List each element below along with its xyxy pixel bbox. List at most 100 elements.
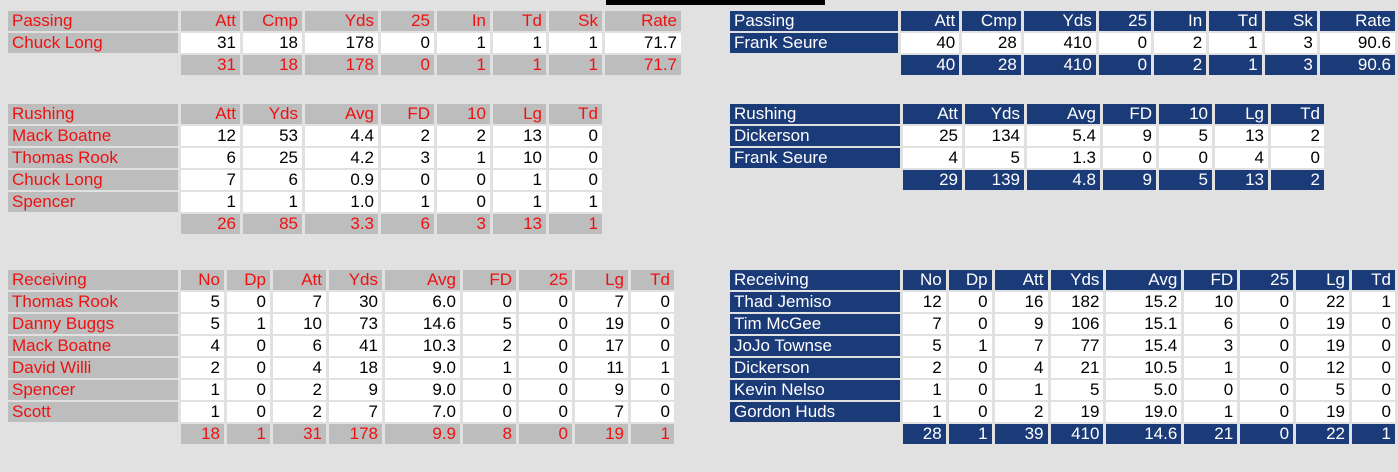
column-header: Sk xyxy=(549,11,602,31)
totals-spacer xyxy=(730,55,898,75)
player-name: Spencer xyxy=(8,192,178,212)
total-value: 410 xyxy=(1023,55,1096,75)
away-rushing-header-row: Rushing Att Yds Avg FD 10 Lg Td xyxy=(730,104,1324,124)
stat-value: 1 xyxy=(463,358,516,378)
stat-value: 7.0 xyxy=(385,402,460,422)
stat-value: 0 xyxy=(631,402,674,422)
player-name: Kevin Nelso xyxy=(730,380,900,400)
total-value: 9 xyxy=(1103,170,1156,190)
total-value: 3 xyxy=(1264,55,1317,75)
stat-value: 1 xyxy=(493,192,546,212)
home-passing-totals-row: 31 18 178 0 1 1 1 71.7 xyxy=(8,55,681,75)
stat-value: 0 xyxy=(381,170,434,190)
stat-value: 4.2 xyxy=(305,148,378,168)
stat-value: 22 xyxy=(1296,292,1349,312)
stat-value: 17 xyxy=(575,336,628,356)
stat-value: 73 xyxy=(329,314,382,334)
stat-value: 16 xyxy=(994,292,1048,312)
table-row: Chuck Long 31 18 178 0 1 1 1 71.7 xyxy=(8,33,681,53)
stat-value: 2 xyxy=(994,402,1048,422)
stat-value: 0 xyxy=(948,380,992,400)
stat-value: 4 xyxy=(994,358,1048,378)
total-value: 18 xyxy=(243,55,302,75)
stat-value: 13 xyxy=(1215,126,1268,146)
column-header: Lg xyxy=(1215,104,1268,124)
stat-value: 2 xyxy=(463,336,516,356)
stat-value: 28 xyxy=(962,33,1021,53)
home-passing-header-row: Passing Att Cmp Yds 25 In Td Sk Rate xyxy=(8,11,681,31)
table-row: Frank Seure 4 5 1.3 0 0 4 0 xyxy=(730,148,1324,168)
stat-value: 0 xyxy=(463,292,516,312)
stat-value: 0 xyxy=(1240,336,1294,356)
column-header: FD xyxy=(1184,270,1238,290)
stat-value: 5 xyxy=(463,314,516,334)
section-title: Receiving xyxy=(730,270,900,290)
stat-value: 0 xyxy=(227,402,270,422)
stat-value: 1 xyxy=(631,358,674,378)
away-rushing-table: Rushing Att Yds Avg FD 10 Lg Td Dickerson 25 134 5.… xyxy=(727,102,1327,192)
total-value: 14.6 xyxy=(1106,424,1182,444)
stat-value: 1 xyxy=(1184,402,1238,422)
stat-value: 19.0 xyxy=(1106,402,1182,422)
column-header: Lg xyxy=(493,104,546,124)
stat-value: 0 xyxy=(519,380,572,400)
player-name: Thad Jemiso xyxy=(730,292,900,312)
stat-value: 71.7 xyxy=(605,33,681,53)
section-title: Rushing xyxy=(730,104,900,124)
column-header: Dp xyxy=(227,270,270,290)
stat-value: 3 xyxy=(381,148,434,168)
column-header: Lg xyxy=(575,270,628,290)
total-value: 26 xyxy=(181,214,240,234)
stat-value: 0 xyxy=(1240,314,1294,334)
stat-value: 10 xyxy=(273,314,326,334)
table-row: Dickerson 2 0 4 21 10.5 1 0 12 0 xyxy=(730,358,1395,378)
stat-value: 2 xyxy=(273,380,326,400)
stat-value: 14.6 xyxy=(385,314,460,334)
column-header: Avg xyxy=(305,104,378,124)
column-header: Td xyxy=(493,11,546,31)
total-value: 28 xyxy=(962,55,1021,75)
total-value: 4.8 xyxy=(1027,170,1100,190)
stat-value: 7 xyxy=(575,402,628,422)
stat-value: 0 xyxy=(1240,292,1294,312)
stat-value: 0 xyxy=(519,292,572,312)
total-value: 13 xyxy=(1215,170,1268,190)
total-value: 178 xyxy=(329,424,382,444)
total-value: 31 xyxy=(181,55,240,75)
total-value: 28 xyxy=(902,424,946,444)
stat-value: 1 xyxy=(381,192,434,212)
stat-value: 134 xyxy=(965,126,1024,146)
stat-value: 0 xyxy=(1351,402,1395,422)
table-row: Spencer 1 1 1.0 1 0 1 1 xyxy=(8,192,602,212)
stat-value: 0 xyxy=(1098,33,1152,53)
away-passing-header-row: Passing Att Cmp Yds 25 In Td Sk Rate xyxy=(730,11,1395,31)
total-value: 90.6 xyxy=(1319,55,1395,75)
stat-value: 0 xyxy=(631,314,674,334)
column-header: Att xyxy=(181,11,240,31)
stat-value: 15.4 xyxy=(1106,336,1182,356)
stat-value: 9.0 xyxy=(385,380,460,400)
player-name: Frank Seure xyxy=(730,33,899,53)
stat-value: 4.4 xyxy=(305,126,378,146)
home-rushing-totals-row: 26 85 3.3 6 3 13 1 xyxy=(8,214,602,234)
column-header: Sk xyxy=(1264,11,1317,31)
stat-value: 6 xyxy=(273,336,326,356)
column-header: Att xyxy=(901,11,960,31)
column-header: Td xyxy=(549,104,602,124)
player-name: David Willi xyxy=(8,358,178,378)
stat-value: 0 xyxy=(948,314,992,334)
player-name: Dickerson xyxy=(730,358,900,378)
column-header: Yds xyxy=(1050,270,1104,290)
stat-value: 10 xyxy=(493,148,546,168)
column-header: In xyxy=(1154,11,1207,31)
total-value: 0 xyxy=(381,55,434,75)
stat-value: 1 xyxy=(1209,33,1262,53)
stat-value: 0 xyxy=(1240,358,1294,378)
stat-value: 0 xyxy=(1103,148,1156,168)
stat-value: 10 xyxy=(1184,292,1238,312)
total-value: 8 xyxy=(463,424,516,444)
column-header: Yds xyxy=(1023,11,1096,31)
stat-value: 10.5 xyxy=(1106,358,1182,378)
stat-value: 1.0 xyxy=(305,192,378,212)
stat-value: 9 xyxy=(994,314,1048,334)
